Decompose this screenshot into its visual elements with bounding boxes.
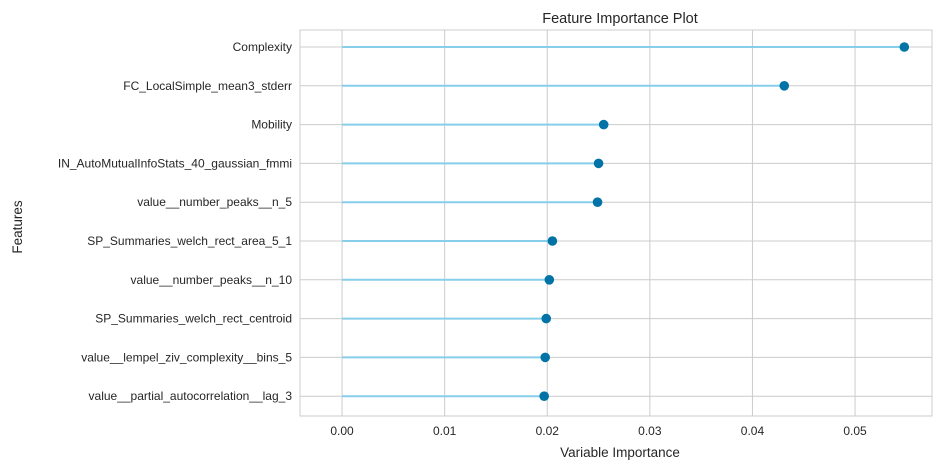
y-tick-label: value__number_peaks__n_5 [137,195,292,209]
y-tick-label: value__lempel_ziv_complexity__bins_5 [81,350,292,364]
y-tick-label: IN_AutoMutualInfoStats_40_gaussian_fmmi [58,156,292,170]
x-tick-label: 0.05 [843,424,867,438]
marker-6 [547,236,558,246]
marker-3 [598,119,609,130]
marker-9 [540,352,551,363]
x-tick-labels: 0.00 0.01 0.02 0.03 0.04 0.05 [330,424,867,438]
chart-title: Feature Importance Plot [542,11,698,27]
plot-frame [299,29,933,417]
x-tick-label: 0.04 [741,424,765,438]
y-tick-label: Mobility [251,118,292,132]
x-tick-label: 0.01 [433,424,457,438]
marker-5 [592,197,603,207]
y-tick-label: value__partial_autocorrelation__lag_3 [89,389,293,403]
marker-8 [541,313,552,324]
marker-4 [593,158,604,169]
y-tick-labels: Complexity FC_LocalSimple_mean3_stderr Mob… [58,40,292,403]
y-tick-label: SP_Summaries_welch_rect_area_5_1 [87,234,292,248]
lollipop-stems [342,46,905,398]
x-tick-label: 0.02 [536,424,560,438]
y-axis-title: Features [10,200,25,254]
marker-10 [539,391,549,402]
x-tick-label: 0.00 [330,424,354,438]
marker-2 [779,81,790,91]
x-axis-title: Variable Importance [560,445,680,460]
y-tick-label: SP_Summaries_welch_rect_centroid [95,312,292,326]
y-tick-label: value__number_peaks__n_10 [131,273,293,287]
marker-1 [899,42,910,52]
x-tick-label: 0.03 [638,424,662,438]
y-tick-label: FC_LocalSimple_mean3_stderr [123,79,292,93]
marker-7 [544,275,555,285]
lollipop-markers [539,42,910,402]
y-tick-label: Complexity [233,40,292,54]
